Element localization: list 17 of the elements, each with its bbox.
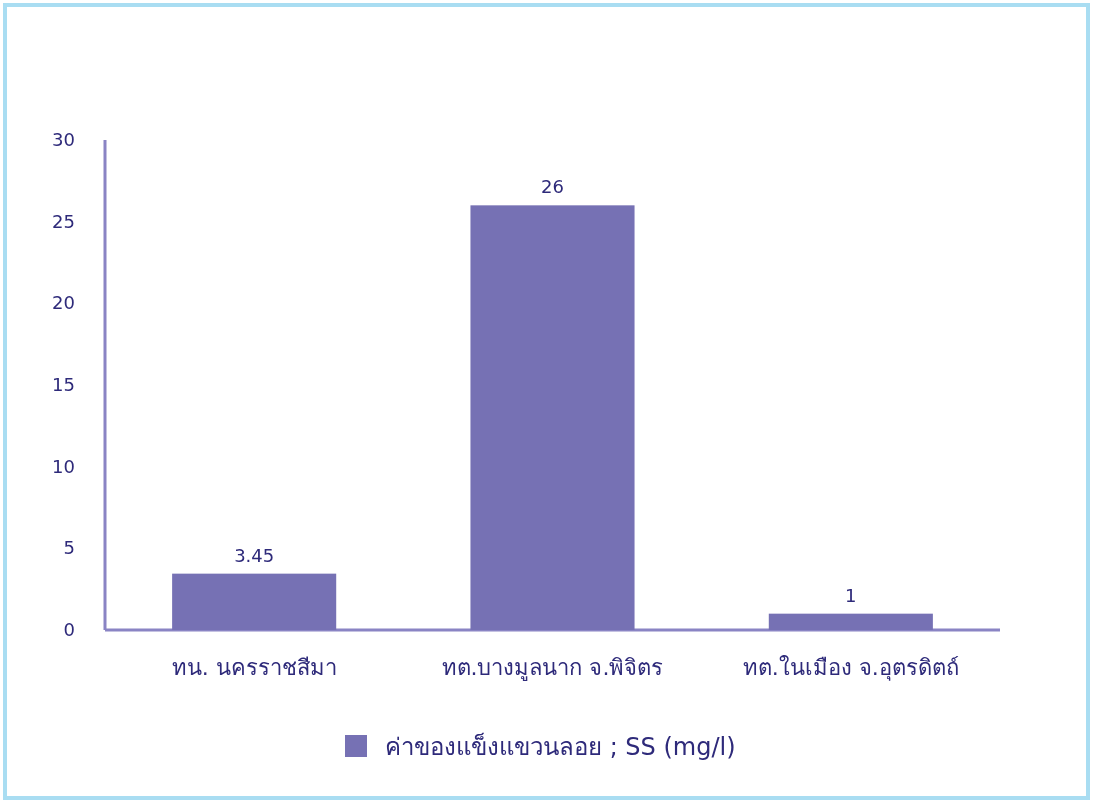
data-label: 1 (845, 584, 857, 606)
bar (768, 613, 933, 630)
y-tick-label: 20 (52, 292, 75, 314)
y-tick-label: 25 (52, 210, 75, 232)
bar (172, 573, 337, 630)
y-tick-label: 15 (52, 374, 75, 395)
x-tick-label: ทต.บางมูลนาก จ.พิจิตร (441, 655, 664, 681)
y-tick-label: 30 (52, 129, 75, 150)
y-tick-label: 0 (63, 619, 75, 640)
bar (470, 205, 635, 630)
y-tick-label: 10 (52, 455, 75, 477)
y-tick-label: 5 (63, 537, 75, 559)
x-tick-label: ทต.ในเมือง จ.อุตรดิตถ์ (742, 655, 959, 681)
legend-label: ค่าของแข็งแขวนลอย ; SS (mg/l) (385, 732, 736, 761)
x-tick-label: ทน. นครราชสีมา (171, 655, 337, 680)
data-label: 3.45 (234, 544, 275, 566)
data-label: 26 (541, 176, 564, 198)
